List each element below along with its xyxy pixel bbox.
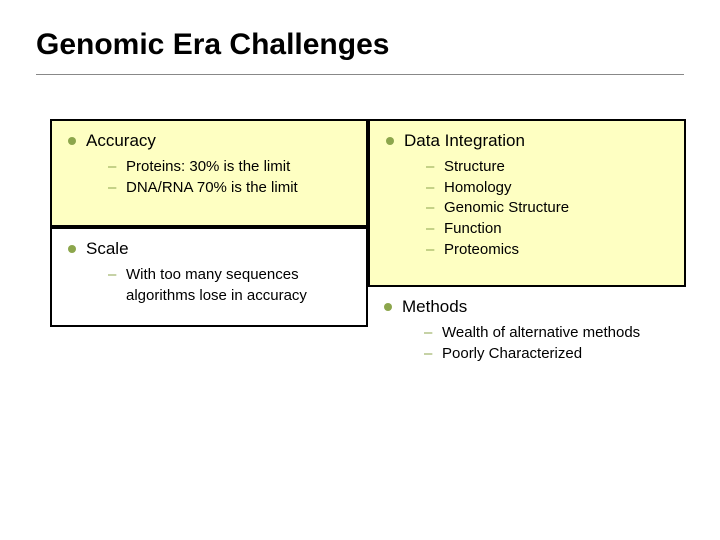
scale-heading: Scale With too many sequences algorithms… xyxy=(62,239,356,306)
dataint-item: Structure xyxy=(426,157,674,178)
box-data-integration: Data Integration Structure Homology Geno… xyxy=(368,119,686,287)
dataint-heading-text: Data Integration xyxy=(404,131,525,150)
accuracy-item: Proteins: 30% is the limit xyxy=(108,157,356,178)
slide-title: Genomic Era Challenges xyxy=(36,28,684,75)
scale-heading-text: Scale xyxy=(86,239,129,258)
accuracy-item: DNA/RNA 70% is the limit xyxy=(108,178,356,199)
dataint-heading: Data Integration Structure Homology Geno… xyxy=(380,131,674,260)
box-scale: Scale With too many sequences algorithms… xyxy=(50,227,368,327)
box-methods: Methods Wealth of alternative methods Po… xyxy=(368,287,696,397)
dataint-item: Proteomics xyxy=(426,240,674,261)
accuracy-heading-text: Accuracy xyxy=(86,131,156,150)
methods-heading-text: Methods xyxy=(402,297,467,316)
accuracy-heading: Accuracy Proteins: 30% is the limit DNA/… xyxy=(62,131,356,198)
dataint-item: Homology xyxy=(426,178,674,199)
slide: Genomic Era Challenges Accuracy Proteins… xyxy=(0,0,720,540)
dataint-item: Genomic Structure xyxy=(426,198,674,219)
content-area: Accuracy Proteins: 30% is the limit DNA/… xyxy=(36,119,684,459)
methods-item: Wealth of alternative methods xyxy=(424,323,686,344)
methods-item: Poorly Characterized xyxy=(424,344,686,365)
methods-heading: Methods Wealth of alternative methods Po… xyxy=(378,297,686,364)
box-accuracy: Accuracy Proteins: 30% is the limit DNA/… xyxy=(50,119,368,227)
dataint-item: Function xyxy=(426,219,674,240)
scale-item: With too many sequences algorithms lose … xyxy=(108,265,356,306)
